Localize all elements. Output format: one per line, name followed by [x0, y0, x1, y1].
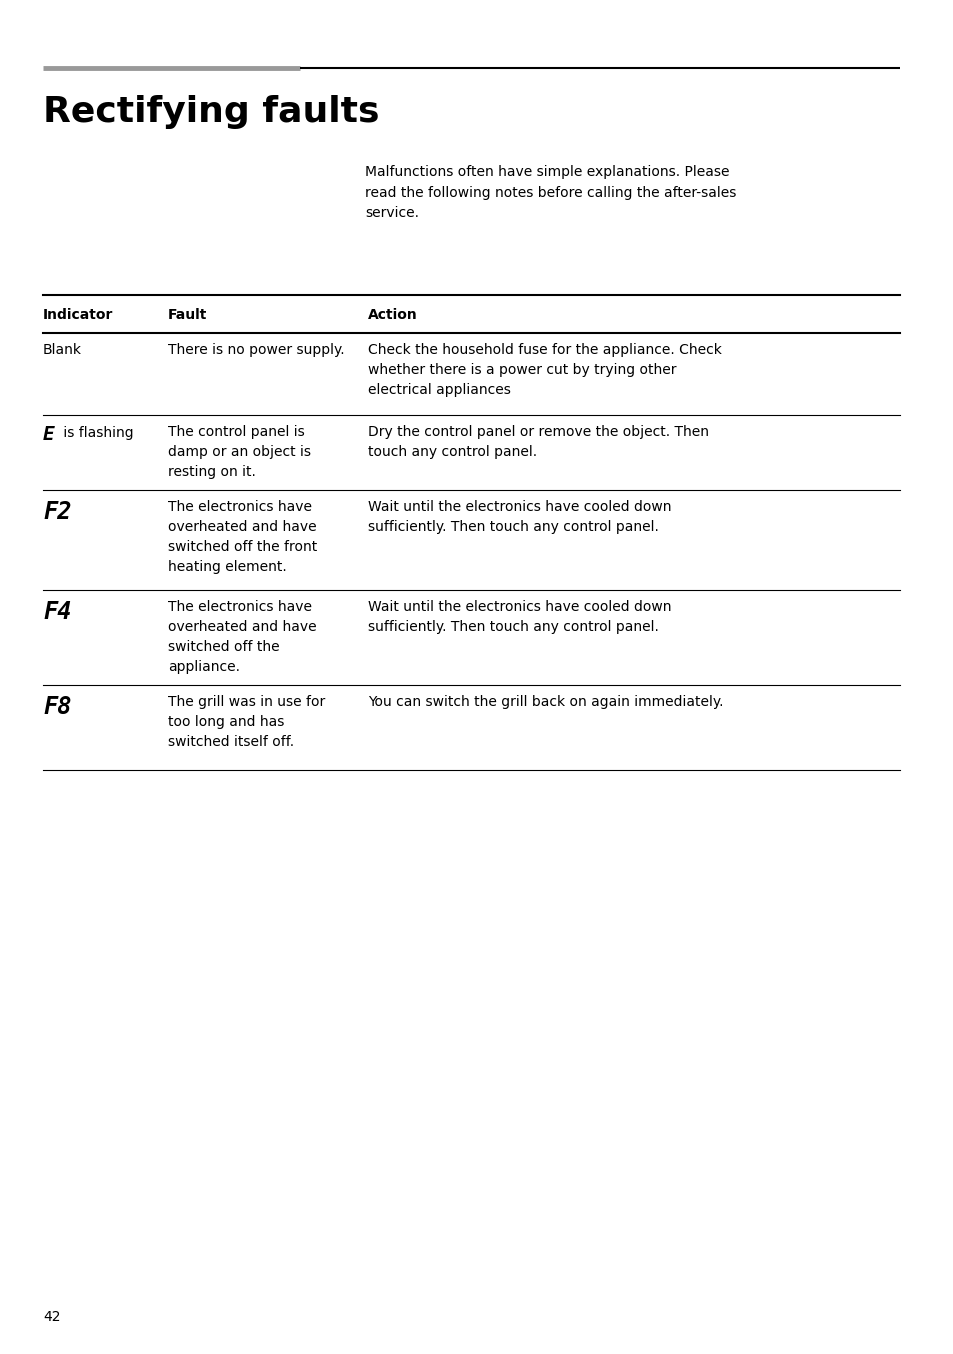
Text: Rectifying faults: Rectifying faults [43, 95, 379, 129]
Text: F8: F8 [43, 695, 71, 719]
Text: Check the household fuse for the appliance. Check
whether there is a power cut b: Check the household fuse for the applian… [368, 343, 721, 397]
Text: Wait until the electronics have cooled down
sufficiently. Then touch any control: Wait until the electronics have cooled d… [368, 500, 671, 533]
Text: The grill was in use for
too long and has
switched itself off.: The grill was in use for too long and ha… [168, 695, 325, 749]
Text: Malfunctions often have simple explanations. Please
read the following notes bef: Malfunctions often have simple explanati… [365, 165, 736, 221]
Text: F2: F2 [43, 500, 71, 524]
Text: The control panel is
damp or an object is
resting on it.: The control panel is damp or an object i… [168, 425, 311, 479]
Text: 42: 42 [43, 1311, 60, 1324]
Text: Action: Action [368, 307, 417, 322]
Text: F4: F4 [43, 600, 71, 624]
Text: E: E [43, 425, 54, 444]
Text: The electronics have
overheated and have
switched off the front
heating element.: The electronics have overheated and have… [168, 500, 317, 574]
Text: Dry the control panel or remove the object. Then
touch any control panel.: Dry the control panel or remove the obje… [368, 425, 708, 459]
Text: There is no power supply.: There is no power supply. [168, 343, 344, 357]
Text: You can switch the grill back on again immediately.: You can switch the grill back on again i… [368, 695, 722, 709]
Text: is flashing: is flashing [59, 427, 133, 440]
Text: Wait until the electronics have cooled down
sufficiently. Then touch any control: Wait until the electronics have cooled d… [368, 600, 671, 634]
Text: The electronics have
overheated and have
switched off the
appliance.: The electronics have overheated and have… [168, 600, 316, 674]
Text: Blank: Blank [43, 343, 82, 357]
Text: Fault: Fault [168, 307, 207, 322]
Text: Indicator: Indicator [43, 307, 113, 322]
